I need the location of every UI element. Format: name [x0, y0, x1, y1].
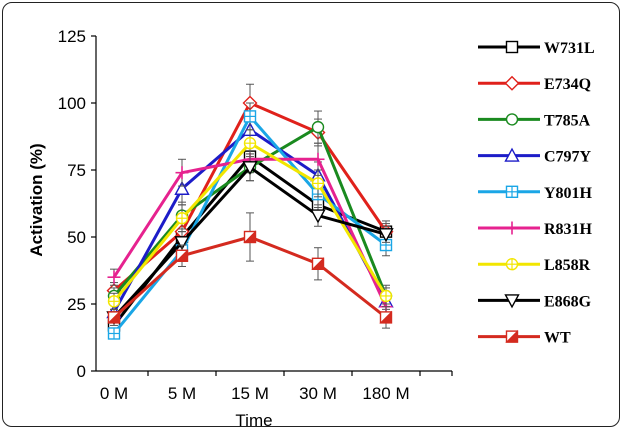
- legend-marker: [505, 258, 519, 271]
- data-point: [107, 270, 121, 284]
- data-point: [379, 289, 393, 303]
- legend-marker: [505, 221, 519, 235]
- y-tick-label: 50: [67, 228, 86, 247]
- legend-marker: [504, 294, 520, 309]
- legend-label: C797Y: [544, 149, 592, 166]
- data-point: [175, 212, 189, 225]
- series-WT: [107, 212, 393, 329]
- data-point: [311, 177, 325, 190]
- x-tick-labels: 0 M 5 M 15 M 30 M 180 M: [100, 384, 410, 403]
- data-point: [243, 136, 257, 150]
- legend-marker: [505, 185, 519, 199]
- x-axis-label: Time: [235, 411, 272, 430]
- legend-item-R831H: R831H: [478, 221, 593, 238]
- data-point: [175, 249, 189, 262]
- data-point: [243, 110, 257, 123]
- y-tick-label: 125: [58, 27, 86, 46]
- legend-item-W731L: W731L: [478, 40, 595, 57]
- legend-marker: [505, 329, 519, 343]
- x-tick-label: 30 M: [299, 384, 337, 403]
- data-point: [107, 327, 121, 340]
- legend-item-E868G: E868G: [478, 293, 592, 310]
- legend-label: E734Q: [544, 76, 591, 93]
- legend-label: Y801H: [544, 185, 593, 202]
- y-axis-label: Activation (%): [27, 143, 46, 256]
- legend-marker: [505, 40, 519, 54]
- y-tick-label: 0: [77, 362, 86, 381]
- data-point: [379, 310, 393, 324]
- legend: W731L E734Q T785A C797Y Y801H R831H L858R E868G…: [478, 40, 595, 347]
- legend-item-WT: WT: [478, 330, 571, 347]
- data-point: [311, 257, 325, 270]
- data-point: [174, 180, 190, 195]
- legend-marker: [505, 113, 519, 126]
- data-point: [242, 161, 258, 176]
- data-point: [174, 236, 190, 251]
- data-point: [107, 295, 121, 308]
- legend-marker: [504, 75, 520, 91]
- y-tick-label: 75: [67, 161, 86, 180]
- legend-label: T785A: [544, 112, 591, 129]
- y-tick-labels: 0 25 50 75 100 125: [58, 27, 86, 381]
- legend-label: W731L: [544, 40, 595, 57]
- chart-frame: [2, 2, 620, 427]
- legend-marker: [504, 147, 520, 162]
- legend-item-L858R: L858R: [478, 257, 591, 274]
- data-point: [107, 310, 121, 324]
- axes: [91, 35, 453, 376]
- legend-item-E734Q: E734Q: [478, 75, 591, 93]
- legend-item-T785A: T785A: [478, 112, 591, 129]
- data-point: [310, 209, 326, 224]
- x-tick-label: 180 M: [362, 384, 409, 403]
- legend-label: E868G: [544, 293, 592, 310]
- legend-label: L858R: [544, 257, 591, 274]
- data-point: [311, 152, 325, 166]
- data-point: [378, 228, 394, 243]
- legend-item-C797Y: C797Y: [478, 147, 592, 166]
- x-tick-label: 0 M: [100, 384, 128, 403]
- x-tick-label: 5 M: [168, 384, 196, 403]
- data-point: [311, 120, 325, 134]
- legend-label: WT: [544, 330, 571, 347]
- plot-area: [106, 83, 394, 340]
- data-point: [243, 230, 257, 244]
- legend-label: R831H: [544, 221, 593, 238]
- x-tick-label: 15 M: [231, 384, 269, 403]
- legend-item-Y801H: Y801H: [478, 185, 593, 202]
- y-tick-label: 25: [67, 295, 86, 314]
- data-point: [175, 166, 189, 180]
- y-tick-label: 100: [58, 94, 86, 113]
